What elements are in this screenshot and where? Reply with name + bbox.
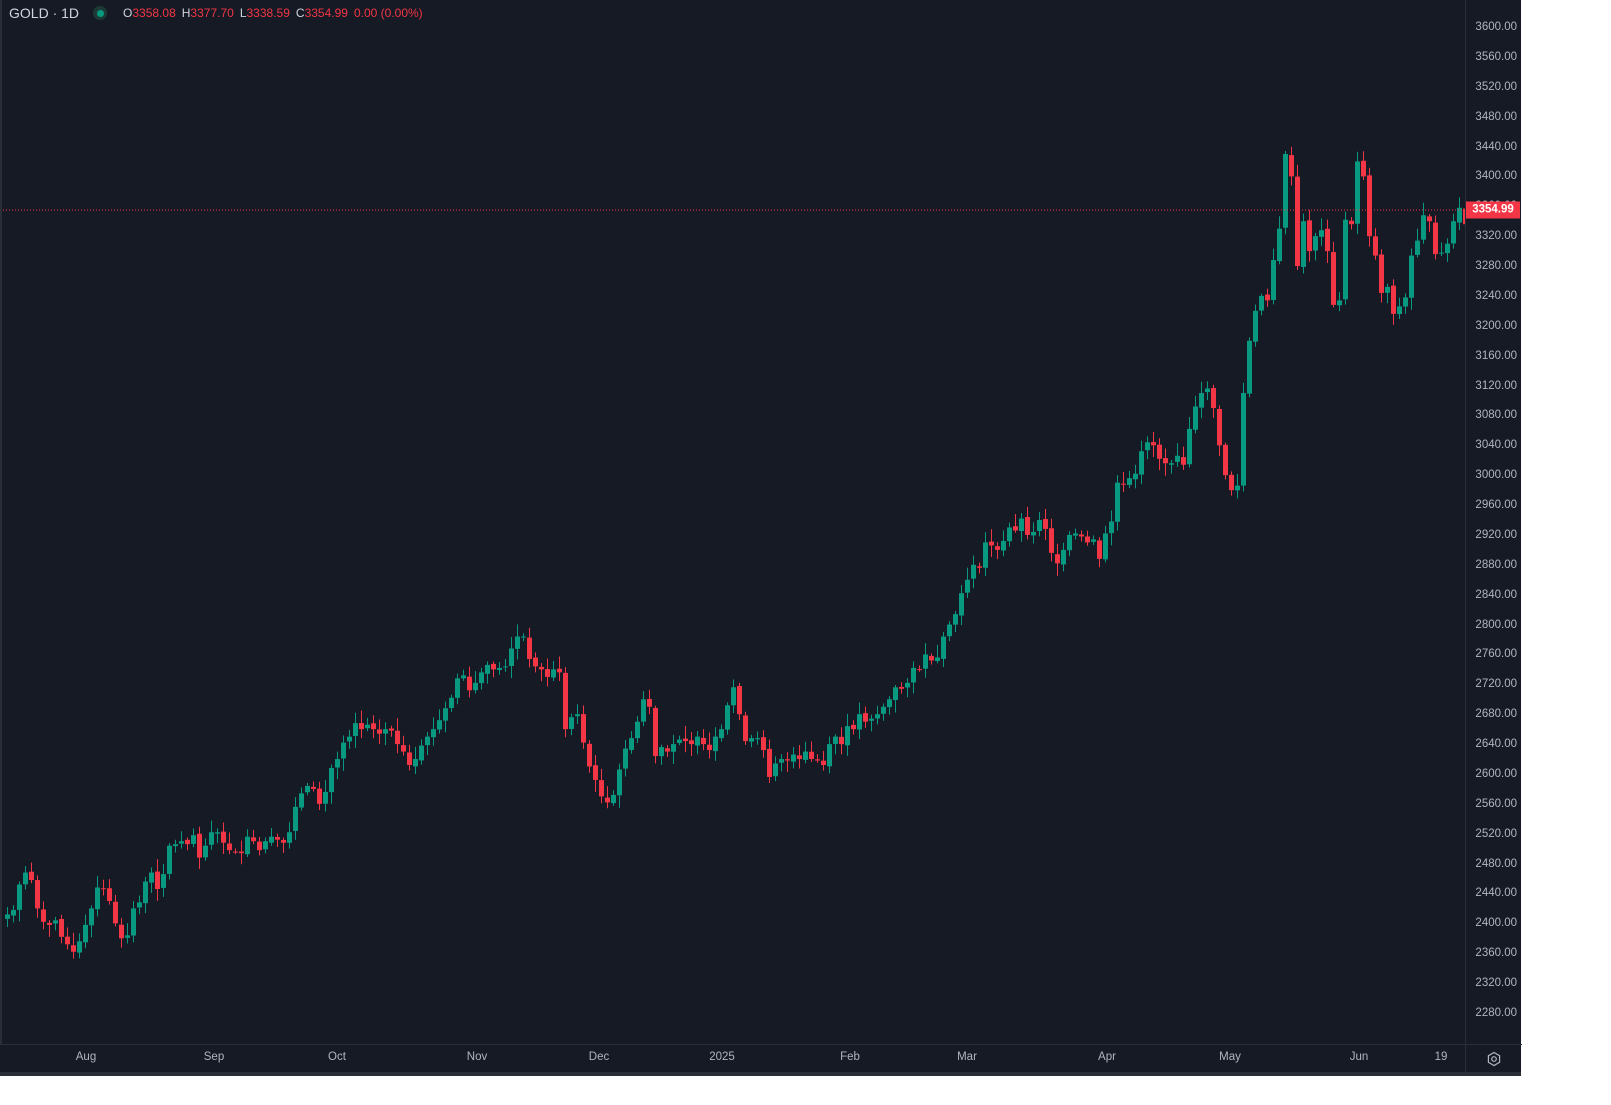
time-tick: 19 (1434, 1051, 1448, 1063)
time-tick: Aug (75, 1051, 97, 1063)
price-tick: 2880.00 (1475, 558, 1517, 571)
price-tick: 2320.00 (1475, 977, 1517, 990)
chart-pane[interactable] (0, 0, 1465, 1044)
high-value: 3377.70 (190, 6, 234, 20)
close-label: C (295, 6, 305, 20)
price-tick: 3520.00 (1475, 80, 1517, 93)
price-tick: 3160.00 (1475, 349, 1517, 362)
price-tick: 2640.00 (1475, 738, 1517, 751)
left-border (0, 0, 2, 1044)
price-tick: 3200.00 (1475, 319, 1517, 332)
market-status-icon[interactable] (93, 6, 108, 20)
price-tick: 3080.00 (1475, 409, 1517, 422)
symbol-label[interactable]: GOLD · 1D (9, 5, 80, 21)
change-value: 0.00 (0.00%) (353, 6, 423, 20)
time-tick: Mar (957, 1051, 977, 1063)
price-tick: 2800.00 (1475, 618, 1517, 631)
time-tick: Nov (466, 1051, 488, 1063)
price-tick: 3400.00 (1475, 170, 1517, 183)
price-tick: 2360.00 (1475, 947, 1517, 960)
price-axis[interactable]: 3600.00 3560.00 3520.00 3480.00 3440.00 3400.… (1465, 0, 1522, 1044)
price-tick: 2960.00 (1475, 499, 1517, 512)
price-tick: 2720.00 (1475, 678, 1517, 691)
price-tick: 3240.00 (1475, 289, 1517, 302)
price-tick: 2840.00 (1475, 588, 1517, 601)
open-value: 3358.08 (132, 6, 176, 20)
price-tick: 3480.00 (1475, 110, 1517, 123)
price-tick: 3600.00 (1475, 21, 1517, 33)
price-tick: 2760.00 (1475, 648, 1517, 661)
price-tick: 3280.00 (1475, 260, 1517, 273)
time-tick: 2025 (709, 1051, 735, 1063)
price-tick: 3320.00 (1475, 230, 1517, 243)
settings-gear-icon (1487, 1051, 1501, 1067)
price-tick: 2400.00 (1475, 917, 1517, 930)
close-value: 3354.99 (304, 6, 348, 20)
series-legend: GOLD · 1D O 3358.08 H 3377.70 L 3338.59 … (9, 4, 429, 22)
time-tick: Jun (1349, 1051, 1369, 1063)
price-tick: 3120.00 (1475, 379, 1517, 392)
open-label: O (123, 6, 133, 20)
time-tick: Oct (328, 1051, 346, 1063)
price-tick: 2600.00 (1475, 767, 1517, 780)
chart-settings-button[interactable] (1465, 1044, 1522, 1073)
low-value: 3338.59 (246, 6, 290, 20)
bottom-divider (0, 1072, 1521, 1076)
price-tick: 3040.00 (1475, 439, 1517, 452)
price-tick: 2480.00 (1475, 857, 1517, 870)
chart-container[interactable]: GOLD · 1D O 3358.08 H 3377.70 L 3338.59 … (0, 0, 1522, 1076)
time-axis[interactable]: Aug Sep Oct Nov Dec 2025 Feb Mar Apr May Jun 19 (0, 1044, 1465, 1073)
low-label: L (239, 6, 247, 20)
price-tick: 2280.00 (1475, 1007, 1517, 1019)
price-tick: 3000.00 (1475, 469, 1517, 482)
price-tick: 2440.00 (1475, 887, 1517, 900)
time-tick: May (1219, 1051, 1241, 1063)
time-tick: Apr (1098, 1051, 1116, 1063)
candlestick-series (0, 146, 1465, 959)
time-tick: Sep (203, 1051, 225, 1063)
last-price-badge: 3354.99 (1466, 201, 1520, 219)
price-tick: 2680.00 (1475, 708, 1517, 721)
price-tick: 3440.00 (1475, 140, 1517, 153)
price-tick: 2920.00 (1475, 528, 1517, 541)
price-tick: 3560.00 (1475, 50, 1517, 63)
high-label: H (181, 6, 191, 20)
price-tick: 2560.00 (1475, 797, 1517, 810)
time-tick: Feb (840, 1051, 860, 1063)
price-tick: 2520.00 (1475, 827, 1517, 840)
time-tick: Dec (588, 1051, 610, 1063)
